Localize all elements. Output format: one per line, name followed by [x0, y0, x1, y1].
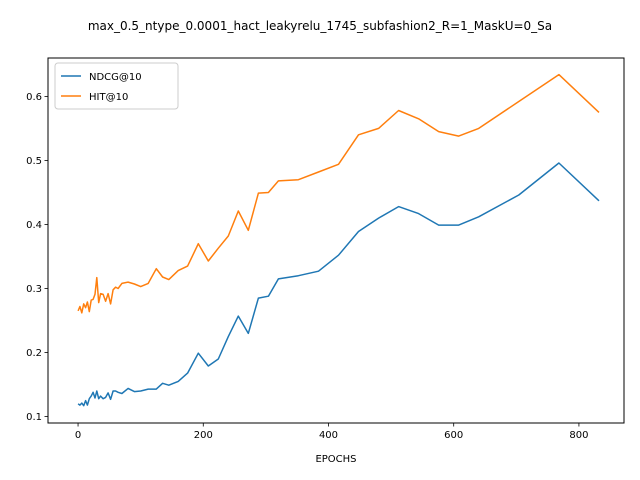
legend: NDCG@10 HIT@10: [54, 62, 179, 110]
x-tick-label: 200: [194, 430, 213, 441]
plot-series: [77, 73, 600, 407]
plot-frame: [47, 57, 625, 424]
x-tick-label: 800: [569, 430, 588, 441]
x-tick-label: 600: [444, 430, 463, 441]
series-line-hit: [77, 73, 600, 314]
y-tick-label: 0.6: [26, 92, 42, 103]
legend-box: [54, 62, 179, 110]
y-tick-label: 0.1: [26, 412, 42, 423]
series-line-ndcg: [77, 162, 600, 407]
legend-label: NDCG@10: [89, 72, 142, 83]
y-tick-label: 0.4: [26, 220, 42, 231]
x-tick-label: 400: [319, 430, 338, 441]
chart-title: max_0.5_ntype_0.0001_hact_leakyrelu_1745…: [88, 19, 552, 33]
y-tick-label: 0.5: [26, 156, 42, 167]
y-tick-label: 0.2: [26, 348, 42, 359]
x-axis: 0 200 400 600 800: [75, 423, 588, 441]
y-tick-label: 0.3: [26, 284, 42, 295]
x-axis-label: EPOCHS: [315, 454, 356, 465]
legend-label: HIT@10: [89, 92, 128, 103]
x-tick-label: 0: [75, 430, 81, 441]
y-axis: 0.1 0.2 0.3 0.4 0.5 0.6: [26, 92, 48, 423]
